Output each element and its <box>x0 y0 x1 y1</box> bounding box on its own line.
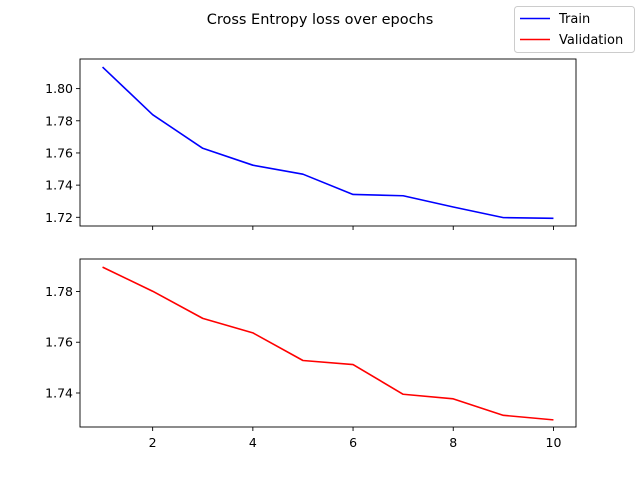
y-tick-label: 1.76 <box>45 335 73 350</box>
validation-loss-panel: 1.74 1.76 1.78 2 4 6 8 10 <box>45 258 577 450</box>
figure-title: Cross Entropy loss over epochs <box>207 12 434 28</box>
x-tick-label: 8 <box>449 435 457 450</box>
legend-train-label: Train <box>558 12 590 27</box>
y-tick-label: 1.72 <box>45 210 73 225</box>
legend-validation-label: Validation <box>559 33 623 48</box>
y-tick-label: 1.76 <box>45 145 73 160</box>
y-tick-label: 1.78 <box>45 113 73 128</box>
legend: Train Validation <box>514 6 635 53</box>
y-tick-label: 1.80 <box>45 81 73 96</box>
series-line-train <box>101 66 554 220</box>
y-tick-label: 1.78 <box>45 284 73 299</box>
x-tick-label: 10 <box>546 435 562 450</box>
x-tick-label: 2 <box>149 435 157 450</box>
axes-frame <box>79 58 577 227</box>
train-loss-panel: 1.72 1.74 1.76 1.78 1.80 <box>45 58 577 230</box>
x-tick-label: 6 <box>349 435 357 450</box>
x-tick-label: 4 <box>249 435 257 450</box>
series-line-validation <box>102 266 554 421</box>
y-tick-label: 1.74 <box>45 385 73 400</box>
axes-frame <box>79 258 577 428</box>
y-tick-label: 1.74 <box>45 178 73 193</box>
